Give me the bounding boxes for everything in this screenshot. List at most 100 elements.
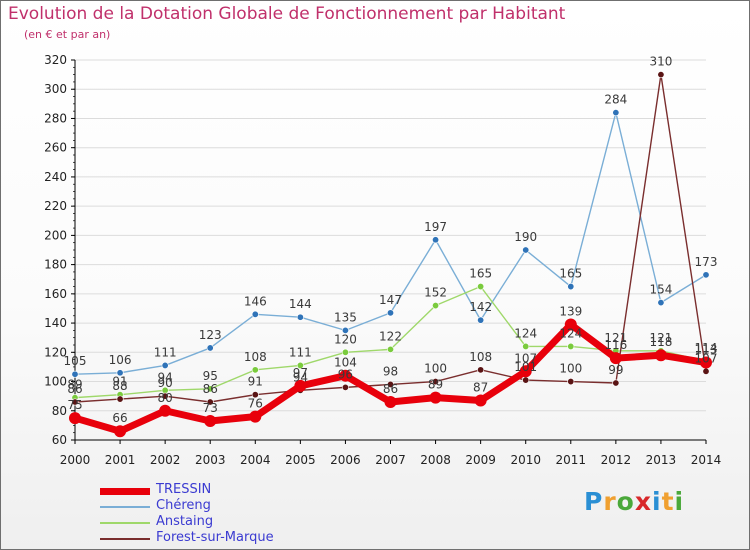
legend-swatch	[100, 538, 150, 540]
x-tick-label: 2004	[240, 453, 271, 467]
x-tick-label: 2000	[60, 453, 91, 467]
data-point-anstaing	[432, 302, 440, 310]
data-point-ch-reng	[432, 236, 440, 244]
logo-letter: i	[674, 487, 685, 516]
y-tick-label: 220	[44, 199, 67, 213]
x-tick-label: 2009	[465, 453, 496, 467]
data-label-tressin: 86	[383, 382, 398, 396]
y-tick-label: 180	[44, 258, 67, 272]
data-label-anstaing: 108	[244, 350, 267, 364]
data-label-forest-sur-marque: 86	[67, 382, 82, 396]
data-label-forest-sur-marque: 94	[293, 370, 308, 384]
data-label-tressin: 87	[473, 381, 488, 395]
y-tick-label: 240	[44, 170, 67, 184]
data-point-ch-reng	[386, 309, 394, 317]
data-point-forest-sur-marque	[386, 380, 394, 388]
data-point-tressin	[609, 352, 622, 365]
data-point-tressin	[429, 391, 442, 404]
data-point-tressin	[654, 349, 667, 362]
data-label-anstaing: 89	[67, 378, 82, 392]
legend-label: TRESSIN	[156, 482, 212, 497]
legend-label: Chéreng	[156, 498, 211, 513]
data-point-anstaing	[522, 342, 530, 350]
data-point-tressin	[249, 410, 262, 423]
legend-label: Anstaing	[156, 514, 214, 529]
data-point-anstaing	[477, 283, 485, 291]
y-tick-label: 200	[44, 228, 67, 242]
data-label-forest-sur-marque: 91	[248, 375, 263, 389]
axes: 60 80 100 120 140 160 180 200 220 240 260 280 300 320…	[44, 53, 721, 467]
data-label-tressin: 118	[649, 335, 672, 349]
data-label-tressin: 75	[67, 398, 82, 412]
data-point-forest-sur-marque	[71, 398, 79, 406]
data-point-forest-sur-marque	[251, 391, 259, 399]
data-label-anstaing: 152	[424, 286, 447, 300]
y-tick-label: 260	[44, 141, 67, 155]
data-point-tressin	[339, 369, 352, 382]
data-label-tressin: 89	[428, 378, 443, 392]
data-label-tressin: 107	[514, 351, 537, 365]
data-label-ch-reng: 111	[154, 345, 177, 359]
y-tick-label: 160	[44, 287, 67, 301]
logo-letter: x	[634, 487, 652, 516]
logo-letter: P	[584, 487, 604, 516]
x-tick-label: 2006	[330, 453, 361, 467]
x-tick-label: 2012	[601, 453, 632, 467]
data-label-ch-reng: 165	[559, 267, 582, 281]
y-tick-label: 80	[52, 404, 67, 418]
data-point-tressin	[384, 396, 397, 408]
legend-swatch	[100, 506, 150, 508]
data-label-anstaing: 124	[559, 326, 582, 340]
data-point-tressin	[700, 356, 712, 369]
data-label-tressin: 76	[248, 397, 263, 411]
data-point-anstaing	[567, 342, 575, 350]
data-label-ch-reng: 106	[109, 353, 132, 367]
data-label-ch-reng: 146	[244, 294, 267, 308]
x-tick-label: 2005	[285, 453, 316, 467]
data-point-anstaing	[386, 345, 394, 353]
data-point-tressin	[519, 365, 532, 378]
series-lines	[69, 71, 712, 438]
data-point-anstaing	[341, 348, 349, 356]
data-label-forest-sur-marque: 96	[338, 367, 353, 381]
y-tick-label: 140	[44, 316, 67, 330]
y-tick-label: 280	[44, 111, 67, 125]
data-label-anstaing: 114	[695, 341, 718, 355]
data-point-forest-sur-marque	[522, 376, 530, 384]
data-point-tressin	[159, 404, 172, 417]
data-label-ch-reng: 142	[469, 300, 492, 314]
y-tick-label: 320	[44, 53, 67, 67]
x-tick-label: 2007	[375, 453, 406, 467]
data-label-forest-sur-marque: 88	[112, 379, 127, 393]
data-point-ch-reng	[116, 369, 124, 377]
data-point-ch-reng	[71, 370, 79, 378]
data-label-ch-reng: 173	[695, 255, 718, 269]
data-point-forest-sur-marque	[206, 398, 214, 406]
data-label-tressin: 139	[559, 305, 582, 319]
data-point-ch-reng	[206, 344, 214, 352]
data-label-forest-sur-marque: 310	[649, 55, 672, 69]
data-point-tressin	[564, 318, 577, 331]
x-tick-label: 2011	[556, 453, 587, 467]
data-point-ch-reng	[657, 299, 665, 307]
data-point-tressin	[69, 412, 81, 425]
data-label-tressin: 80	[158, 391, 173, 405]
data-label-ch-reng: 197	[424, 220, 447, 234]
data-label-ch-reng: 154	[649, 283, 672, 297]
data-label-ch-reng: 284	[604, 93, 627, 107]
data-label-forest-sur-marque: 99	[608, 363, 623, 377]
data-point-ch-reng	[612, 109, 620, 117]
chart-subtitle: (en € et par an)	[24, 28, 111, 41]
logo-letter: t	[661, 487, 675, 516]
proxiti-logo: Proxiti	[584, 487, 684, 516]
data-label-tressin: 104	[334, 356, 357, 370]
logo-letter: i	[652, 487, 662, 516]
data-label-tressin: 73	[203, 401, 218, 415]
data-label-anstaing: 124	[514, 326, 537, 340]
data-label-ch-reng: 144	[289, 297, 312, 311]
data-label-anstaing: 95	[203, 369, 218, 383]
data-point-tressin	[204, 415, 217, 427]
data-point-forest-sur-marque	[116, 395, 124, 403]
data-point-ch-reng	[702, 271, 710, 279]
